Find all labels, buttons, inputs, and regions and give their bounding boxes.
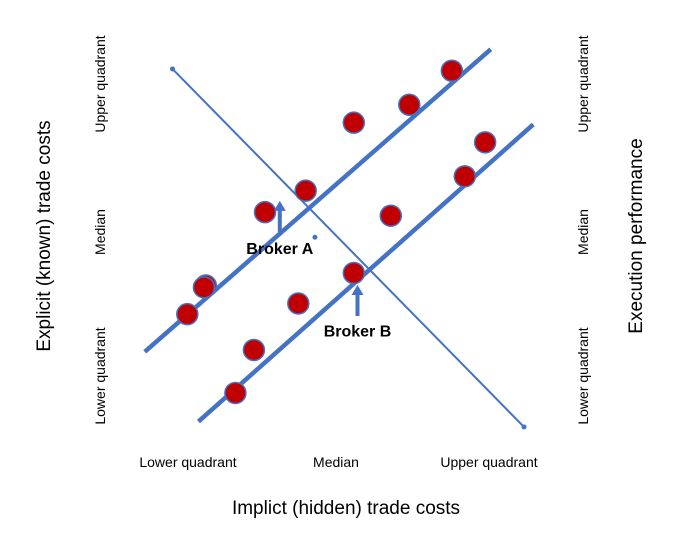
data-point (473, 131, 497, 154)
data-point (440, 59, 464, 82)
data-point (224, 381, 247, 405)
line-endpoint-marker (521, 424, 527, 430)
data-point (294, 179, 317, 202)
x-tick-label: Median (313, 454, 359, 470)
data-point (192, 276, 216, 299)
data-point (287, 292, 310, 315)
broker-trend-line (143, 47, 493, 354)
annotation-arrow-head (273, 200, 286, 211)
line-midpoint-marker (312, 234, 318, 240)
y-axis-title: Explicit (known) trade costs (34, 120, 55, 351)
y2-tick-label: Median (575, 209, 591, 255)
x-axis-title: Implict (hidden) trade costs (232, 498, 460, 519)
broker-label: Broker A (246, 241, 313, 258)
annotation-arrow-head (351, 285, 364, 296)
x-tick-label: Lower quadrant (139, 454, 236, 470)
y-tick-label: Median (92, 209, 108, 255)
data-point (176, 302, 199, 326)
annotations: Broker A Broker B (246, 200, 392, 340)
broker-trend-line (196, 122, 535, 424)
line-endpoint-marker (170, 66, 175, 72)
data-point (342, 111, 366, 134)
y2-axis-title: Execution performance (626, 138, 647, 333)
x-tick-label: Upper quadrant (440, 454, 537, 470)
y-tick-label: Upper quadrant (92, 35, 108, 132)
data-points (176, 59, 497, 405)
broker-label: Broker B (324, 323, 392, 340)
data-point (253, 200, 277, 224)
x-ticks: Lower quadrant Median Upper quadrant (139, 454, 537, 470)
data-point (342, 261, 366, 285)
data-point (398, 93, 421, 116)
y2-ticks: Lower quadrant Median Upper quadrant (575, 35, 591, 424)
data-point (242, 338, 266, 362)
y-ticks: Lower quadrant Median Upper quadrant (92, 35, 108, 424)
y2-tick-label: Upper quadrant (575, 35, 591, 132)
y-tick-label: Lower quadrant (92, 327, 108, 424)
median-diagonal-line (171, 68, 525, 428)
data-point (379, 204, 403, 227)
y2-tick-label: Lower quadrant (575, 327, 591, 424)
data-point (453, 165, 477, 188)
trend-lines (143, 47, 535, 430)
